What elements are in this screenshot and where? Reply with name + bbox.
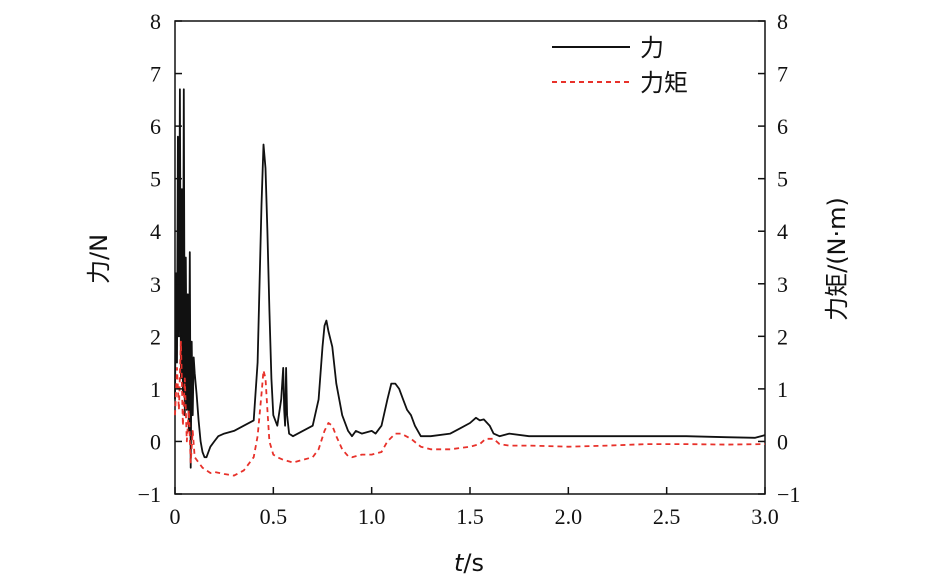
x-axis-label: t/s [454,549,484,577]
ticks: 0 0.5 1.0 1.5 2.0 2.5 3.0−1 −10 01 12 23 34 45 56 67 78… [138,9,801,529]
y-tick-label-left: 8 [150,9,161,34]
y-tick-label-left: −1 [138,482,161,507]
x-tick-label: 0 [170,504,181,529]
legend-label-force: 力 [640,34,664,62]
y-tick-label-right: 4 [777,219,788,244]
series-layer [174,88,766,477]
y-tick-label-left: 7 [150,62,161,87]
x-axis-label-unit: /s [463,549,484,577]
y-tick-label-right: 7 [777,62,788,87]
y-tick-label-right: 3 [777,272,788,297]
legend-label-torque: 力矩 [640,69,688,97]
y-tick-label-left: 1 [150,377,161,402]
y-axis-left-label: 力/N [85,234,113,284]
y-tick-label-left: 5 [150,167,161,192]
x-tick-label: 2.0 [555,504,583,529]
y-tick-label-right: −1 [777,482,800,507]
y-tick-label-left: 6 [150,114,161,139]
x-tick-label: 0.5 [260,504,288,529]
y-tick-label-left: 4 [150,219,161,244]
y-tick-label-left: 2 [150,324,161,349]
y-tick-label-right: 1 [777,377,788,402]
y-tick-label-right: 0 [777,429,788,454]
x-tick-label: 2.5 [653,504,681,529]
x-tick-label: 1.5 [456,504,484,529]
x-tick-label: 3.0 [751,504,779,529]
y-axis-right-label: 力矩/(N·m) [823,197,851,321]
y-tick-label-left: 3 [150,272,161,297]
y-tick-label-right: 2 [777,324,788,349]
x-axis-label-var: t [454,549,465,577]
legend: 力 力矩 [552,34,688,97]
y-tick-label-right: 6 [777,114,788,139]
y-tick-label-right: 5 [777,167,788,192]
force-line [174,88,766,469]
x-tick-label: 1.0 [358,504,386,529]
torque-line [174,340,766,477]
y-tick-label-left: 0 [150,429,161,454]
y-tick-label-right: 8 [777,9,788,34]
